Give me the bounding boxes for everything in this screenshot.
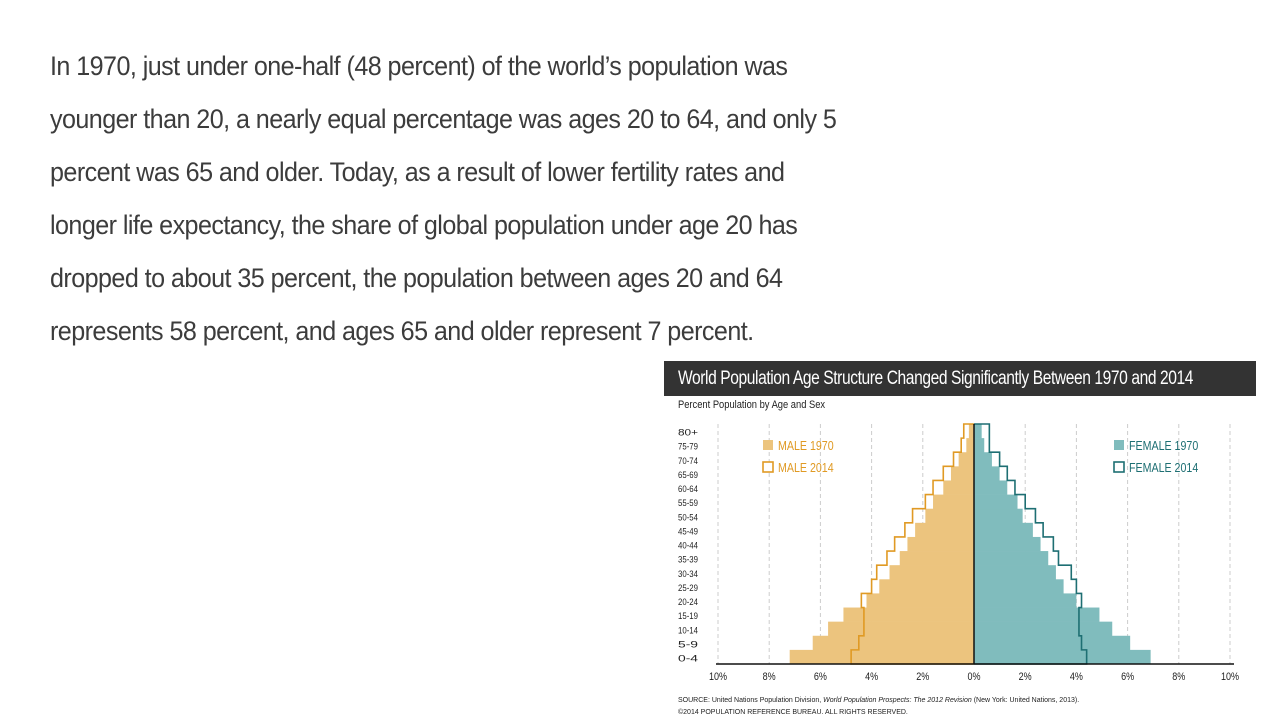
bar-female-1970 bbox=[974, 480, 1008, 495]
bar-female-1970 bbox=[974, 452, 992, 467]
outline-male-2014 bbox=[850, 423, 974, 665]
intro-line: represents 58 percent, and ages 65 and o… bbox=[50, 316, 754, 346]
bar-male-1970 bbox=[968, 424, 974, 439]
age-label: 10-14 bbox=[678, 625, 698, 636]
age-label: 70-74 bbox=[678, 456, 698, 467]
source-title: World Population Prospects: The 2012 Rev… bbox=[823, 697, 972, 704]
outline-female-2014 bbox=[974, 423, 1088, 665]
age-label: 75-79 bbox=[678, 442, 698, 453]
intro-line: percent was 65 and older. Today, as a re… bbox=[50, 157, 785, 187]
bar-female-1970 bbox=[974, 649, 1151, 665]
copyright-note: ©2014 POPULATION REFERENCE BUREAU. ALL R… bbox=[678, 709, 908, 716]
bar-male-1970 bbox=[966, 438, 974, 453]
bar-female-1970 bbox=[974, 607, 1100, 622]
legend-label: FEMALE 2014 bbox=[1129, 460, 1199, 475]
bar-female-1970 bbox=[974, 466, 1000, 481]
age-label: 45-49 bbox=[678, 526, 698, 537]
intro-line: In 1970, just under one-half (48 percent… bbox=[50, 51, 788, 81]
bar-female-1970 bbox=[974, 593, 1077, 608]
legend-swatch-outline bbox=[1113, 461, 1125, 473]
bar-female-1970 bbox=[974, 522, 1033, 538]
bar-female-1970 bbox=[974, 536, 1041, 552]
intro-paragraph: In 1970, just under one-half (48 percent… bbox=[50, 40, 850, 358]
bar-male-1970 bbox=[943, 480, 974, 495]
bar-male-1970 bbox=[925, 508, 974, 524]
bar-female-1970 bbox=[974, 438, 985, 453]
bar-female-1970 bbox=[974, 635, 1131, 651]
bar-female-1970 bbox=[974, 565, 1056, 580]
x-tick-label: 10% bbox=[1221, 671, 1239, 683]
age-label: 40-44 bbox=[678, 541, 698, 552]
bar-male-1970 bbox=[899, 551, 974, 566]
bar-male-1970 bbox=[950, 466, 974, 481]
x-tick-label: 2% bbox=[916, 671, 929, 683]
x-tick-label: 6% bbox=[1121, 671, 1134, 683]
x-tick-label: 2% bbox=[1019, 671, 1032, 683]
x-tick-label: 6% bbox=[814, 671, 827, 683]
bar-female-1970 bbox=[974, 579, 1064, 594]
x-tick-label: 8% bbox=[1172, 671, 1185, 683]
legend-label: FEMALE 1970 bbox=[1129, 438, 1199, 453]
population-pyramid-figure: World Population Age Structure Changed S… bbox=[664, 361, 1256, 720]
bar-female-1970 bbox=[974, 621, 1113, 637]
x-tick-label: 0% bbox=[967, 671, 980, 683]
legend-swatch-outline bbox=[762, 461, 774, 473]
bar-male-1970 bbox=[843, 607, 974, 622]
age-label: 25-29 bbox=[678, 583, 698, 594]
bar-male-1970 bbox=[907, 536, 974, 552]
x-tick-label: 4% bbox=[865, 671, 878, 683]
bar-male-1970 bbox=[879, 579, 974, 594]
chart-subtitle: Percent Population by Age and Sex bbox=[678, 399, 826, 411]
chart-title-bar: World Population Age Structure Changed S… bbox=[664, 361, 1256, 396]
age-label: 55-59 bbox=[678, 498, 698, 509]
age-label: 65-69 bbox=[678, 470, 698, 481]
age-label: 30-34 bbox=[678, 569, 698, 580]
source-prefix: SOURCE: United Nations Population Divisi… bbox=[678, 697, 824, 704]
intro-line: longer life expectancy, the share of glo… bbox=[50, 210, 798, 240]
intro-line: dropped to about 35 percent, the populat… bbox=[50, 263, 783, 293]
legend-swatch-filled bbox=[763, 440, 773, 450]
bar-male-1970 bbox=[889, 565, 974, 580]
bar-male-1970 bbox=[915, 522, 974, 538]
bar-male-1970 bbox=[933, 494, 974, 510]
legend-swatch-filled bbox=[1114, 440, 1124, 450]
age-label: 5-9 bbox=[678, 639, 698, 650]
legend-label: MALE 1970 bbox=[778, 438, 834, 453]
bar-female-1970 bbox=[974, 424, 982, 439]
age-label: 60-64 bbox=[678, 484, 698, 495]
bar-male-1970 bbox=[866, 593, 974, 608]
intro-line: younger than 20, a nearly equal percenta… bbox=[50, 104, 837, 134]
x-tick-label: 8% bbox=[763, 671, 776, 683]
age-label: 0-4 bbox=[678, 654, 698, 665]
bar-male-1970 bbox=[812, 635, 974, 651]
age-label: 20-24 bbox=[678, 597, 698, 608]
legend-label: MALE 2014 bbox=[778, 460, 834, 475]
bar-female-1970 bbox=[974, 551, 1049, 566]
bar-male-1970 bbox=[828, 621, 974, 637]
age-label: 35-39 bbox=[678, 555, 698, 566]
bar-male-1970 bbox=[958, 452, 974, 467]
bar-female-1970 bbox=[974, 494, 1018, 510]
bar-male-1970 bbox=[789, 649, 974, 665]
age-label: 50-54 bbox=[678, 512, 698, 523]
bar-female-1970 bbox=[974, 508, 1023, 524]
age-label: 15-19 bbox=[678, 611, 698, 622]
x-tick-label: 4% bbox=[1070, 671, 1083, 683]
pyramid-chart: 0-4 5-9 10-14 15-19 20-24 25-29 30-34 35-39 40-4… bbox=[678, 423, 1239, 683]
age-label: 80+ bbox=[678, 428, 699, 439]
source-suffix: (New York: United Nations, 2013). bbox=[971, 697, 1080, 704]
x-tick-label: 10% bbox=[709, 671, 727, 683]
source-note: SOURCE: United Nations Population Divisi… bbox=[678, 697, 1079, 704]
chart-title: World Population Age Structure Changed S… bbox=[678, 368, 1194, 389]
